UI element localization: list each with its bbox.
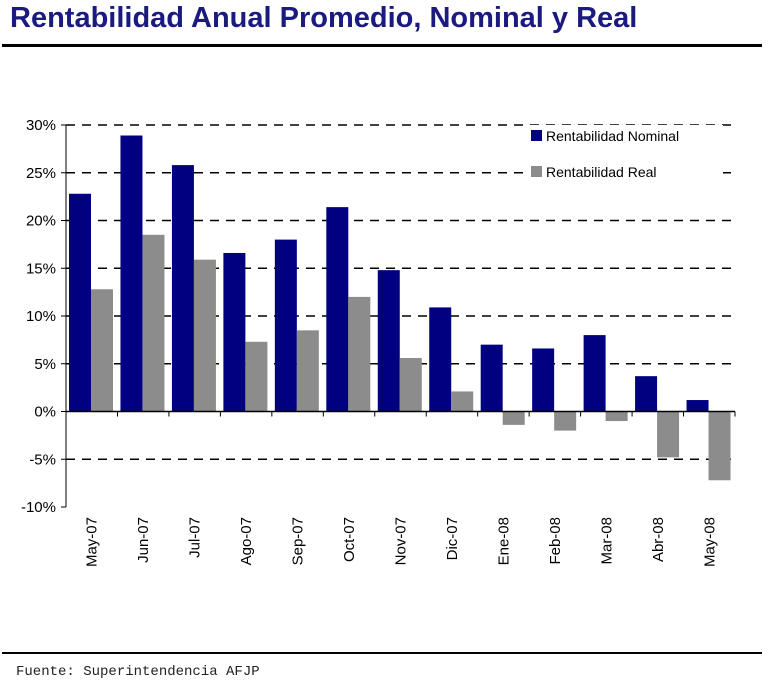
title-underline <box>2 44 762 47</box>
x-tick-label: May-08 <box>701 517 718 567</box>
bar <box>91 289 113 412</box>
x-tick-label: Sep-07 <box>290 517 307 565</box>
y-tick-labels: 30% 25% 20% 15% 10% 5% 0% -5% -10% <box>21 117 56 516</box>
bar <box>686 400 709 412</box>
bar <box>635 376 658 412</box>
bar <box>657 411 680 458</box>
bars <box>69 135 731 481</box>
x-tick-label: Ago-07 <box>238 517 255 565</box>
axes <box>61 124 736 508</box>
bar <box>429 307 452 412</box>
footer-divider <box>2 652 762 654</box>
y-tick-label: 5% <box>34 356 56 373</box>
y-tick-label: -10% <box>21 499 56 516</box>
x-tick-label: Jul-07 <box>187 517 204 558</box>
bar <box>532 348 555 412</box>
bar <box>274 239 297 412</box>
bar <box>120 135 143 412</box>
x-tick-labels: May-07 Jun-07 Jul-07 Ago-07 Sep-07 Oct-07 Nov-… <box>84 517 719 567</box>
bar <box>223 252 246 412</box>
bar <box>348 296 371 412</box>
x-tick-label: Oct-07 <box>341 517 358 562</box>
y-tick-label: 15% <box>26 260 56 277</box>
legend-swatch <box>531 130 542 141</box>
bar <box>399 358 422 412</box>
bar <box>451 391 474 412</box>
bar-chart: 30% 25% 20% 15% 10% 5% 0% -5% -10% May-07 Jun-07 J… <box>21 117 736 567</box>
bar <box>193 259 216 412</box>
legend-item-background <box>527 161 723 183</box>
bar <box>605 411 628 422</box>
x-tick-label: Jun-07 <box>135 517 152 563</box>
bar <box>480 344 503 412</box>
y-tick-label: 20% <box>26 213 56 230</box>
x-tick-label: Ene-08 <box>495 517 512 565</box>
bar <box>326 207 349 412</box>
y-tick-label: 10% <box>26 308 56 325</box>
x-tick-label: Mar-08 <box>598 517 615 565</box>
bar <box>377 270 400 412</box>
bar <box>171 165 194 412</box>
legend-label: Rentabilidad Real <box>546 164 657 180</box>
legend-item-background <box>527 125 723 147</box>
bar <box>245 341 268 412</box>
chart-title: Rentabilidad Anual Promedio, Nominal y R… <box>10 2 638 34</box>
y-tick-label: 25% <box>26 165 56 182</box>
bar <box>583 335 606 412</box>
y-tick-label: -5% <box>29 451 56 468</box>
legend-label: Rentabilidad Nominal <box>546 128 679 144</box>
x-tick-label: Nov-07 <box>393 517 410 565</box>
bar <box>69 193 91 412</box>
source-note: Fuente: Superintendencia AFJP <box>16 664 260 680</box>
bar <box>502 411 525 425</box>
legend-swatch <box>531 166 542 177</box>
bar <box>554 411 577 431</box>
x-tick-label: Abr-08 <box>650 517 667 562</box>
x-tick-label: Feb-08 <box>547 517 564 565</box>
x-tick-label: May-07 <box>84 517 101 567</box>
y-tick-label: 0% <box>34 404 56 421</box>
legend: Rentabilidad Nominal Rentabilidad Real <box>527 125 723 183</box>
y-tick-label: 30% <box>26 117 56 134</box>
x-tick-label: Dic-07 <box>444 517 461 560</box>
bar <box>142 234 165 412</box>
bar <box>296 330 319 412</box>
bar <box>708 411 731 481</box>
